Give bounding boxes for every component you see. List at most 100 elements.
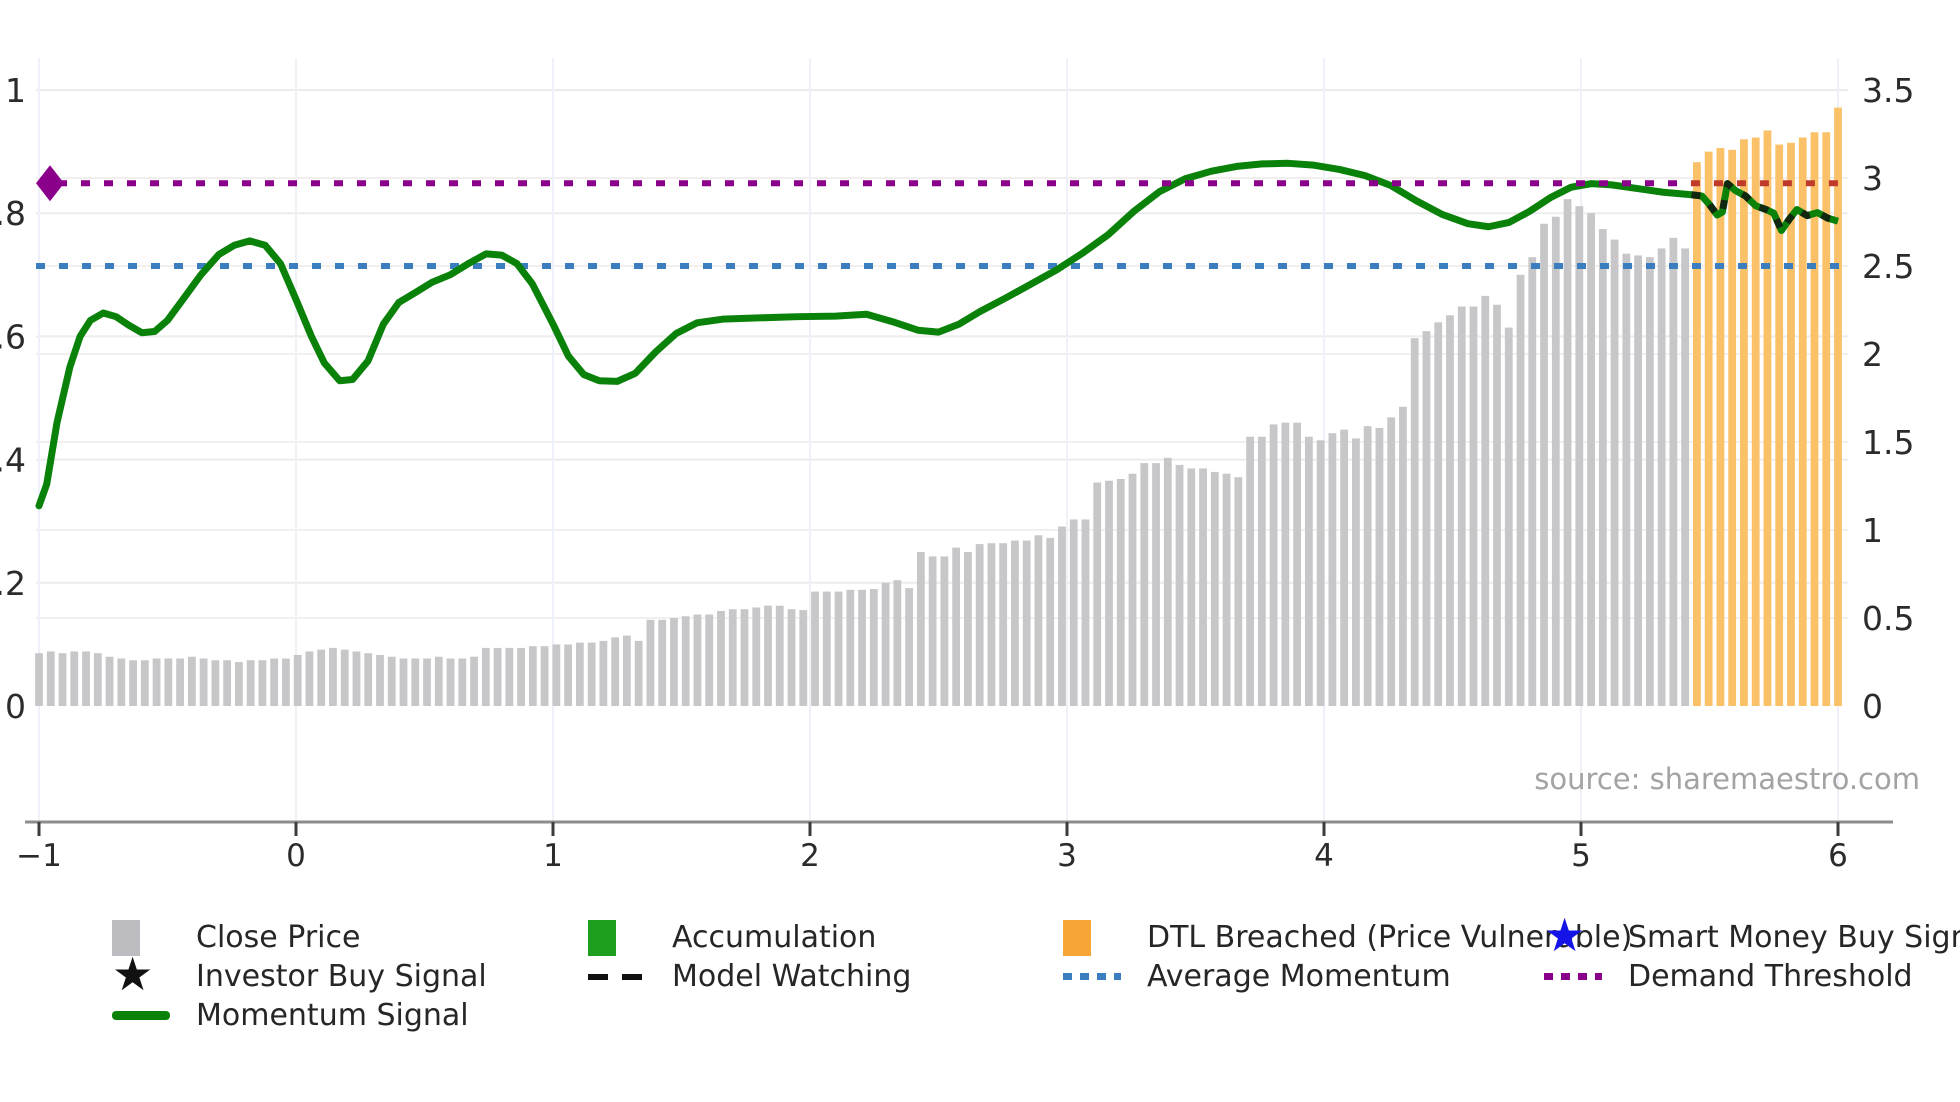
close-price-bar: [1175, 464, 1184, 706]
close-price-bar: [399, 658, 408, 706]
close-price-bar: [1116, 478, 1125, 706]
close-price-bar: [1622, 253, 1631, 706]
close-price-bar: [493, 647, 502, 706]
close-price-bar: [1669, 237, 1678, 706]
close-price-bar: [1269, 424, 1278, 706]
legend-column-1: Close Price ★ Investor Buy Signal Moment…: [112, 918, 487, 1035]
y-left-tick-label: 0.6: [0, 317, 26, 356]
close-price-bar: [223, 660, 232, 706]
y-right-tick-label: 0.5: [1862, 599, 1914, 638]
legend-label: Demand Threshold: [1628, 959, 1913, 994]
close-price-bar: [446, 658, 455, 706]
close-price-bar: [1551, 216, 1560, 706]
close-price-bar: [1457, 306, 1466, 706]
close-price-bar: [434, 656, 443, 706]
legend-label: Smart Money Buy Signal: [1628, 920, 1960, 955]
close-price-bar: [317, 649, 326, 706]
legend-item-dtl-breached: DTL Breached (Price Vulnerable): [1063, 918, 1632, 957]
close-price-bar: [1610, 239, 1619, 706]
close-price-bar: [1434, 322, 1443, 706]
close-price-bar: [340, 649, 349, 706]
close-price-bar: [282, 658, 290, 706]
close-price-bar: [1234, 477, 1243, 706]
close-price-bar: [1222, 473, 1231, 706]
close-price-bar: [634, 640, 643, 706]
close-price-bar: [1281, 422, 1290, 706]
dtl-breached-swatch-icon: [1063, 919, 1121, 956]
close-price-bar: [1093, 482, 1102, 706]
green-line-icon: [112, 1011, 170, 1020]
dtl-breached-bar: [1775, 144, 1784, 706]
close-price-bar: [46, 651, 55, 706]
close-price-bar: [717, 610, 725, 706]
close-price-bar: [1540, 223, 1548, 706]
y-right-tick-label: 2: [1862, 335, 1883, 374]
chart-area: 0 0.2 0.4 0.6 0.8 1 0 0.5 1 1.5 2 2.5 3 3.5 −1 0 1 2 3 4 5 6: [0, 58, 1914, 874]
close-price-bar: [693, 614, 702, 706]
close-price-bar: [1504, 327, 1513, 706]
close-price-bar: [1481, 295, 1490, 706]
close-price-bar: [458, 658, 467, 706]
close-price-bar: [740, 609, 749, 706]
close-price-bar: [728, 609, 737, 706]
close-price-bar: [270, 658, 279, 706]
y-left-tick-label: 0.4: [0, 441, 26, 480]
close-price-bar: [152, 658, 161, 706]
close-price-bar: [1352, 438, 1360, 706]
momentum-chart-svg: 0 0.2 0.4 0.6 0.8 1 0 0.5 1 1.5 2 2.5 3 3.5 −1 0 1 2 3 4 5 6: [0, 58, 1914, 874]
close-price-bar: [975, 544, 984, 706]
close-price-bar: [1187, 468, 1196, 706]
close-price-bar: [1587, 213, 1595, 706]
y-right-tick-label: 1: [1862, 511, 1883, 550]
close-price-bar: [1246, 436, 1254, 706]
close-price-bar: [658, 619, 667, 706]
blue-dotted-line-icon: [1063, 973, 1121, 980]
close-price-bar: [1645, 257, 1654, 706]
close-price-bar: [575, 642, 584, 706]
model-watching-line: [1691, 180, 1840, 234]
close-price-bar: [1140, 463, 1149, 706]
legend-label: DTL Breached (Price Vulnerable): [1147, 920, 1633, 955]
blue-star-icon: ★: [1544, 908, 1586, 962]
x-tick-label: 6: [1828, 838, 1848, 874]
close-price-bar: [1199, 468, 1207, 706]
chart-legend: Close Price ★ Investor Buy Signal Moment…: [0, 908, 1960, 1088]
dtl-breached-bar: [1822, 132, 1831, 707]
close-price-bar: [1387, 417, 1396, 706]
dtl-breached-bar: [1716, 148, 1725, 706]
close-price-bar: [811, 591, 819, 706]
y-right-tick-label: 3.5: [1862, 71, 1914, 110]
purple-dotted-line-icon: [1544, 973, 1602, 980]
close-price-bar: [963, 552, 972, 706]
close-price-bar: [587, 642, 596, 706]
close-price-bar: [1058, 526, 1066, 706]
close-price-bar: [246, 660, 255, 706]
close-price-bar: [775, 605, 784, 706]
close-price-bar: [1105, 480, 1113, 706]
y-left-tick-label: 0.8: [0, 194, 26, 233]
legend-item-accumulation: Accumulation: [588, 918, 911, 957]
close-price-bar: [1516, 274, 1525, 706]
close-price-bar: [564, 644, 573, 706]
close-price-bar: [528, 646, 537, 706]
y-left-tick-label: 1: [5, 71, 26, 110]
close-price-bar: [1293, 422, 1302, 706]
close-price-bar: [752, 607, 761, 706]
close-price-bar: [834, 591, 843, 706]
close-price-bar: [82, 651, 90, 706]
close-price-bar: [1563, 199, 1572, 706]
close-price-bar: [905, 588, 914, 706]
close-price-bar: [940, 556, 949, 706]
close-price-bar: [799, 610, 808, 706]
close-price-bar: [1399, 406, 1407, 706]
close-price-bar: [505, 647, 514, 706]
close-price-bar: [423, 658, 431, 706]
dtl-breached-bar: [1834, 107, 1842, 707]
close-price-swatch-icon: [112, 919, 170, 956]
legend-label: Momentum Signal: [196, 998, 469, 1033]
close-price-bar: [70, 651, 79, 706]
y-right-tick-label: 2.5: [1862, 247, 1914, 286]
close-price-bar: [1681, 248, 1690, 706]
close-price-bar: [611, 637, 620, 706]
close-price-bar: [623, 635, 631, 706]
